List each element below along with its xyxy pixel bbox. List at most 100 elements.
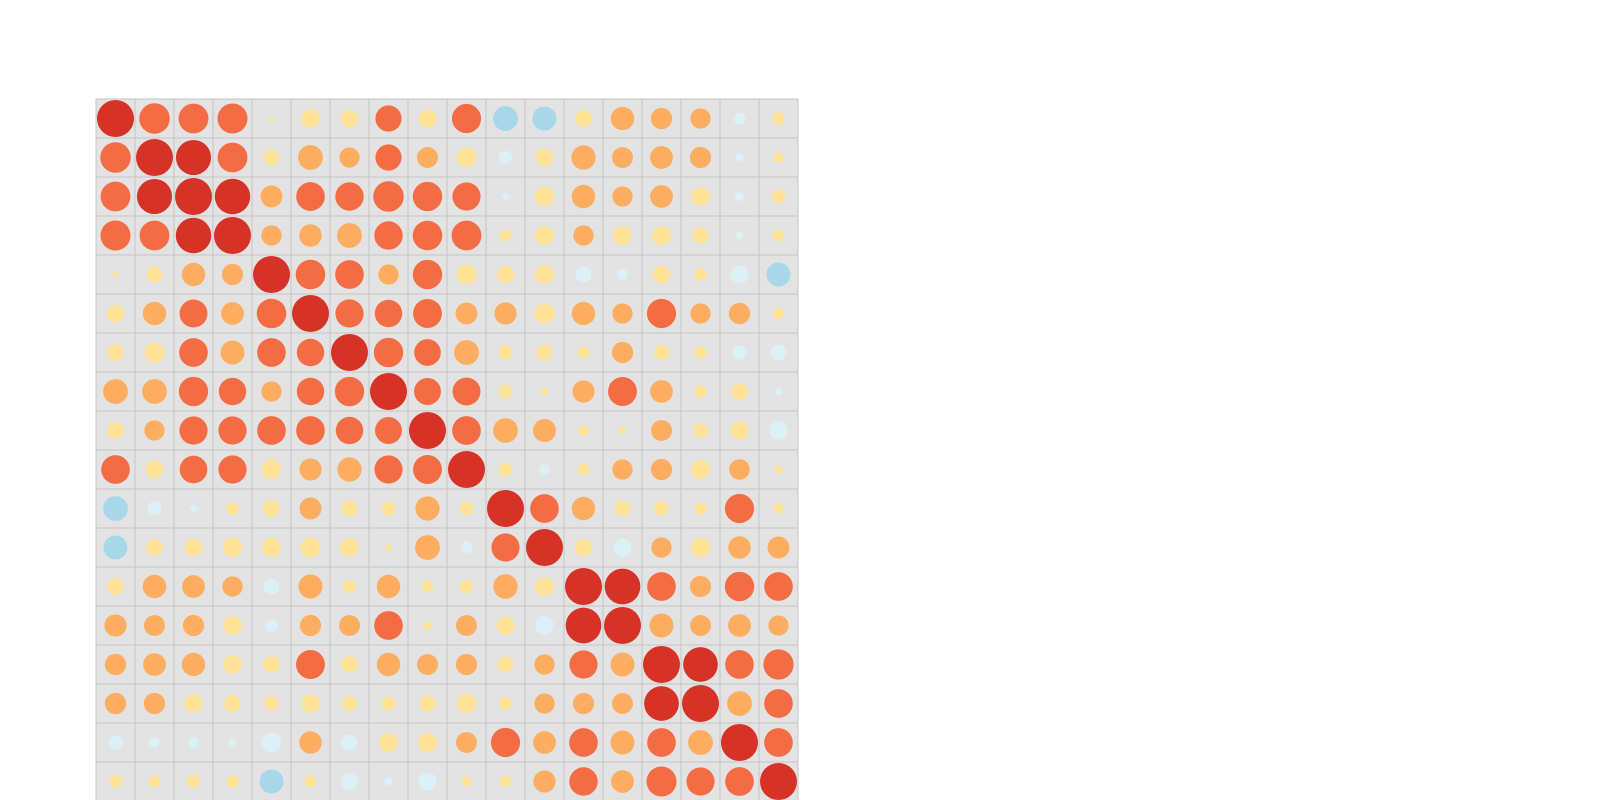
correlation-point-r5-c10 xyxy=(456,264,477,285)
correlation-point-r8-c9 xyxy=(414,378,441,405)
correlation-point-r1-c6 xyxy=(301,109,320,128)
correlation-point-r16-c14 xyxy=(612,693,633,714)
correlation-point-r18-c2 xyxy=(148,775,161,788)
correlation-point-r3-c1 xyxy=(100,181,131,212)
correlation-point-r5-c5 xyxy=(253,256,290,293)
correlation-point-r6-c8 xyxy=(374,299,403,328)
correlation-point-r17-c3 xyxy=(188,737,199,748)
correlation-point-r1-c5 xyxy=(268,115,275,122)
correlation-point-r6-c2 xyxy=(142,301,167,326)
correlation-point-r6-c16 xyxy=(690,303,711,324)
correlation-point-r6-c14 xyxy=(612,303,633,324)
correlation-point-r17-c12 xyxy=(533,731,556,754)
correlation-point-r3-c4 xyxy=(214,178,251,215)
correlation-point-r16-c12 xyxy=(534,693,555,714)
correlation-point-r17-c17 xyxy=(721,724,758,761)
correlation-point-r9-c1 xyxy=(107,422,124,439)
correlation-point-r10-c11 xyxy=(498,462,513,477)
correlation-point-r6-c4 xyxy=(221,302,244,325)
correlation-point-r2-c10 xyxy=(456,147,477,168)
correlation-point-r9-c12 xyxy=(532,418,557,443)
correlation-point-r10-c3 xyxy=(179,455,208,484)
correlation-point-r8-c15 xyxy=(650,380,673,403)
correlation-point-r11-c6 xyxy=(299,497,322,520)
correlation-point-r7-c4 xyxy=(220,340,245,365)
correlation-point-r17-c10 xyxy=(456,732,477,753)
correlation-point-r11-c1 xyxy=(103,496,128,521)
correlation-point-r5-c1 xyxy=(112,271,119,278)
correlation-point-r3-c10 xyxy=(452,182,481,211)
correlation-point-r8-c8 xyxy=(370,373,407,410)
correlation-point-r15-c2 xyxy=(143,653,166,676)
correlation-point-r4-c13 xyxy=(573,225,594,246)
correlation-point-r15-c14 xyxy=(610,652,635,677)
correlation-point-r8-c2 xyxy=(142,379,167,404)
correlation-point-r13-c17 xyxy=(724,571,755,602)
correlation-point-r11-c10 xyxy=(459,501,474,516)
correlation-point-r12-c4 xyxy=(222,537,243,558)
correlation-point-r4-c8 xyxy=(374,221,403,250)
correlation-point-r2-c3 xyxy=(175,139,212,176)
correlation-point-r5-c11 xyxy=(496,265,515,284)
correlation-point-r15-c1 xyxy=(104,653,127,676)
correlation-point-r2-c16 xyxy=(689,146,712,169)
correlation-point-r5-c14 xyxy=(616,268,629,281)
correlation-point-r5-c17 xyxy=(730,265,749,284)
correlation-point-r12-c18 xyxy=(767,536,790,559)
correlation-point-r17-c8 xyxy=(379,733,398,752)
correlation-point-r16-c4 xyxy=(224,695,241,712)
correlation-point-r16-c6 xyxy=(301,694,320,713)
correlation-point-r1-c16 xyxy=(690,108,711,129)
correlation-point-r16-c11 xyxy=(499,697,512,710)
correlation-point-r16-c18 xyxy=(764,689,793,718)
correlation-point-r3-c3 xyxy=(175,178,212,215)
correlation-point-r3-c2 xyxy=(136,178,173,215)
correlation-point-r17-c4 xyxy=(228,738,237,747)
correlation-point-r1-c8 xyxy=(375,105,402,132)
correlation-point-r13-c13 xyxy=(565,568,602,605)
correlation-point-r17-c7 xyxy=(341,734,358,751)
correlation-point-r2-c1 xyxy=(100,142,131,173)
correlation-point-r16-c13 xyxy=(572,692,595,715)
correlation-point-r7-c6 xyxy=(296,338,325,367)
correlation-point-r5-c2 xyxy=(146,266,163,283)
correlation-point-r16-c9 xyxy=(419,695,436,712)
correlation-point-r14-c2 xyxy=(144,615,165,636)
correlation-point-r10-c18 xyxy=(774,465,783,474)
correlation-point-r15-c4 xyxy=(223,655,242,674)
correlation-point-r2-c8 xyxy=(375,144,402,171)
correlation-point-r7-c8 xyxy=(373,337,404,368)
correlation-point-r7-c10 xyxy=(454,340,479,365)
correlation-point-r18-c12 xyxy=(533,770,556,793)
correlation-point-r14-c11 xyxy=(496,616,515,635)
correlation-point-r4-c11 xyxy=(499,229,512,242)
correlation-point-r2-c9 xyxy=(417,147,438,168)
correlation-point-r17-c6 xyxy=(299,731,322,754)
correlation-point-r1-c15 xyxy=(650,107,673,130)
correlation-point-r10-c8 xyxy=(374,455,403,484)
correlation-point-r3-c12 xyxy=(534,186,555,207)
correlation-point-r13-c12 xyxy=(535,577,554,596)
correlation-point-r15-c13 xyxy=(569,650,598,679)
correlation-point-r3-c18 xyxy=(771,189,786,204)
correlation-point-r2-c12 xyxy=(535,148,554,167)
correlation-point-r4-c1 xyxy=(100,220,131,251)
correlation-point-r16-c17 xyxy=(727,691,752,716)
correlation-point-r10-c9 xyxy=(413,455,442,484)
correlation-point-r9-c9 xyxy=(409,412,446,449)
correlation-point-r11-c17 xyxy=(724,493,755,524)
correlation-point-r8-c4 xyxy=(218,377,247,406)
correlation-point-r12-c14 xyxy=(613,538,632,557)
correlation-point-r9-c4 xyxy=(218,416,247,445)
correlation-point-r4-c12 xyxy=(535,226,554,245)
correlation-point-r4-c14 xyxy=(613,226,632,245)
correlation-point-r10-c14 xyxy=(612,459,633,480)
correlation-point-r9-c5 xyxy=(257,416,286,445)
correlation-point-r15-c12 xyxy=(534,654,555,675)
correlation-point-r18-c4 xyxy=(226,775,239,788)
correlation-point-r8-c1 xyxy=(103,379,128,404)
correlation-point-r7-c16 xyxy=(694,346,707,359)
correlation-point-r2-c15 xyxy=(650,146,673,169)
correlation-point-r4-c7 xyxy=(337,223,362,248)
